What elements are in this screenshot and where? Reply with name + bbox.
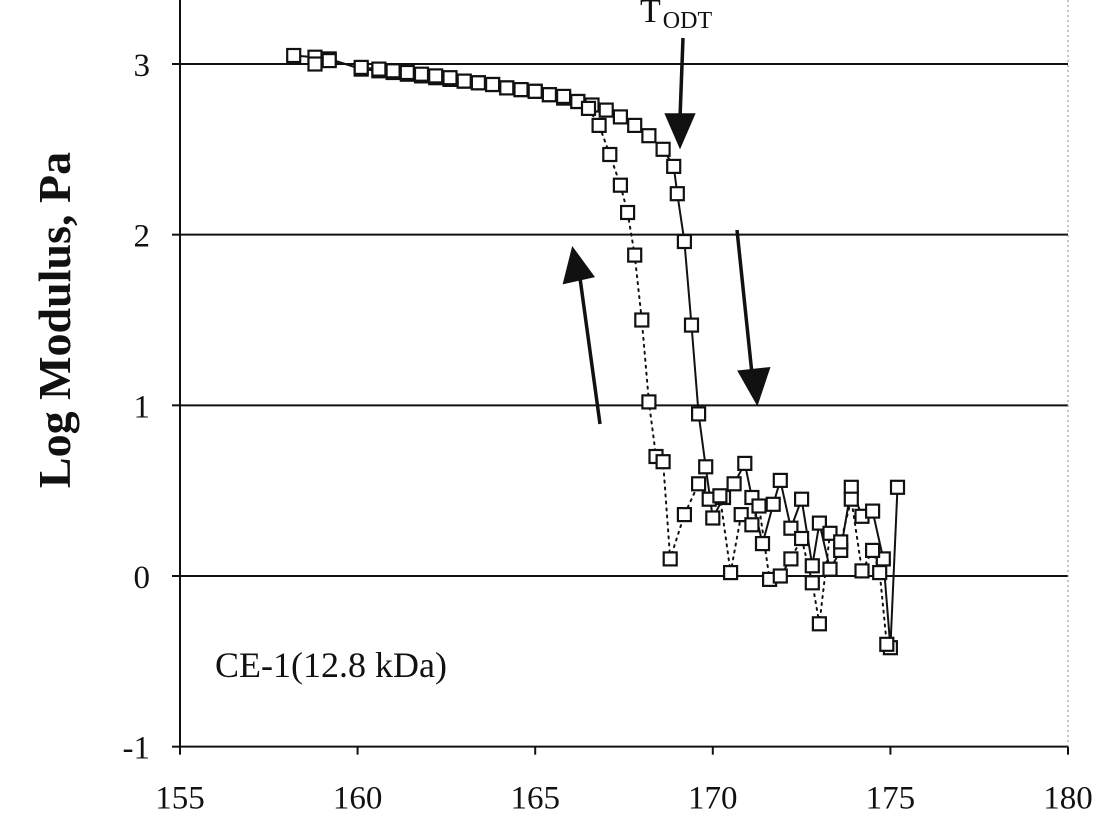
y-axis-label: Log Modulus, Pa bbox=[29, 152, 80, 488]
data-point-s2-40 bbox=[793, 530, 810, 547]
data-point-s2-2 bbox=[353, 59, 369, 76]
data-point-s1-43 bbox=[822, 561, 838, 577]
data-point-s2-10 bbox=[470, 75, 486, 91]
data-point-s2-5 bbox=[399, 64, 415, 81]
ytick-label-3: 3 bbox=[134, 48, 151, 84]
data-point-s2-14 bbox=[527, 83, 543, 99]
data-point-s2-12 bbox=[499, 80, 515, 96]
todt-arrowhead bbox=[664, 113, 696, 150]
xtick-label-180: 180 bbox=[1043, 781, 1093, 817]
data-point-s2-25 bbox=[641, 394, 657, 410]
data-point-s1-28 bbox=[683, 317, 700, 333]
data-point-s2-32 bbox=[712, 488, 728, 504]
xtick-label-160: 160 bbox=[333, 781, 383, 817]
data-point-s2-3 bbox=[371, 61, 387, 77]
data-point-s2-29 bbox=[676, 507, 693, 523]
data-point-s2-1 bbox=[321, 52, 337, 69]
data-point-s2-24 bbox=[634, 312, 650, 328]
xtick-label-170: 170 bbox=[688, 781, 738, 817]
series-line-2 bbox=[314, 59, 888, 646]
sample-annotation: CE-1(12.8 kDa) bbox=[215, 645, 447, 685]
data-point-s1-36 bbox=[754, 535, 771, 552]
data-point-s1-24 bbox=[655, 141, 671, 157]
data-point-s1-0 bbox=[286, 47, 302, 64]
data-point-s2-33 bbox=[722, 564, 739, 581]
data-markers bbox=[286, 47, 906, 656]
data-point-s2-9 bbox=[456, 73, 472, 89]
axes bbox=[172, 0, 1069, 755]
data-point-s2-4 bbox=[385, 63, 401, 79]
data-point-s2-20 bbox=[602, 146, 618, 163]
data-point-s2-21 bbox=[612, 177, 629, 193]
data-point-s2-27 bbox=[655, 454, 671, 470]
data-point-s2-28 bbox=[662, 551, 678, 567]
tick-labels: -1 0 1 2 3 155 160 165 170 175 180 bbox=[123, 48, 1093, 817]
data-point-s2-19 bbox=[591, 117, 607, 134]
data-point-s2-41 bbox=[804, 575, 820, 591]
ytick-label--1: -1 bbox=[123, 731, 151, 767]
heating-arrowhead bbox=[737, 366, 771, 407]
data-point-s2-45 bbox=[843, 491, 859, 507]
todt-label: TODT bbox=[640, 0, 712, 34]
data-point-s1-33 bbox=[726, 476, 742, 492]
data-point-s1-50 bbox=[889, 479, 906, 495]
data-point-s2-0 bbox=[307, 56, 323, 72]
data-point-s2-30 bbox=[690, 476, 707, 492]
data-point-s2-44 bbox=[833, 534, 849, 550]
data-point-s2-11 bbox=[485, 76, 501, 93]
data-point-s2-48 bbox=[872, 564, 888, 581]
ytick-label-1: 1 bbox=[134, 389, 151, 425]
data-point-s2-47 bbox=[864, 542, 881, 559]
data-point-s1-21 bbox=[612, 109, 629, 125]
data-point-s2-35 bbox=[744, 517, 760, 533]
gridlines bbox=[180, 63, 1068, 577]
data-point-s1-41 bbox=[804, 558, 820, 574]
data-point-s2-6 bbox=[413, 66, 430, 82]
data-point-s1-25 bbox=[666, 158, 682, 174]
data-point-s2-22 bbox=[619, 204, 636, 221]
data-point-s1-27 bbox=[676, 233, 693, 250]
data-point-s1-31 bbox=[705, 510, 721, 526]
data-point-s1-22 bbox=[627, 117, 643, 134]
data-point-s2-18 bbox=[580, 100, 597, 117]
data-point-s1-37 bbox=[765, 496, 781, 512]
annotation-arrows bbox=[562, 37, 771, 425]
data-point-s2-39 bbox=[783, 551, 799, 567]
data-point-s1-40 bbox=[793, 491, 810, 507]
cooling-arrow bbox=[578, 277, 602, 425]
data-point-s2-13 bbox=[513, 81, 529, 98]
cooling-arrowhead bbox=[562, 245, 595, 285]
data-point-s1-38 bbox=[772, 472, 788, 488]
data-point-s1-23 bbox=[641, 128, 657, 144]
ytick-label-0: 0 bbox=[134, 560, 151, 596]
xtick-label-165: 165 bbox=[510, 781, 560, 817]
data-point-s1-20 bbox=[598, 102, 614, 118]
data-point-s2-42 bbox=[811, 616, 828, 632]
data-point-s1-29 bbox=[690, 406, 707, 422]
data-point-s1-34 bbox=[737, 455, 753, 471]
data-point-s2-8 bbox=[442, 70, 458, 86]
data-point-s2-46 bbox=[854, 563, 870, 579]
todt-arrow bbox=[678, 37, 685, 119]
ytick-label-2: 2 bbox=[134, 219, 151, 255]
data-point-s2-38 bbox=[772, 568, 788, 584]
data-point-s2-16 bbox=[555, 88, 572, 105]
data-point-s2-36 bbox=[751, 498, 767, 514]
heating-arrow bbox=[735, 229, 754, 375]
data-point-s2-23 bbox=[627, 247, 643, 263]
data-point-s2-15 bbox=[541, 87, 558, 103]
data-point-s1-30 bbox=[698, 459, 714, 475]
data-point-s1-47 bbox=[864, 503, 881, 519]
xtick-label-155: 155 bbox=[155, 781, 205, 817]
data-point-s2-49 bbox=[879, 636, 895, 652]
data-point-s1-26 bbox=[669, 186, 685, 202]
xtick-label-175: 175 bbox=[866, 781, 916, 817]
data-point-s2-7 bbox=[428, 68, 444, 84]
